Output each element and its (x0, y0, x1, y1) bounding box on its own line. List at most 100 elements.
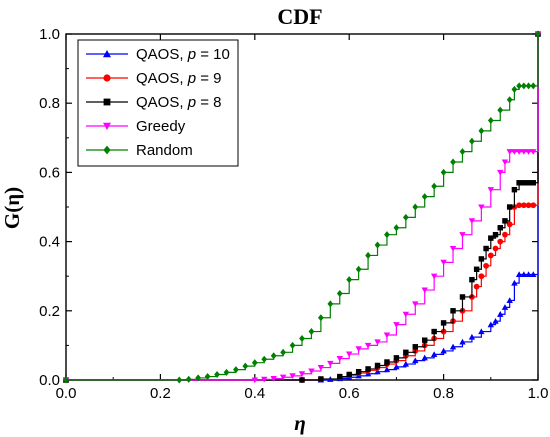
y-axis-label: G(η) (0, 187, 24, 229)
x-tick-label: 0.2 (150, 385, 171, 402)
data-point (308, 328, 315, 336)
data-point (337, 373, 343, 380)
data-point (525, 271, 532, 278)
data-point (384, 231, 390, 239)
data-point (530, 202, 537, 209)
data-point (327, 300, 334, 308)
data-point (365, 251, 371, 259)
data-point (525, 202, 532, 209)
data-point (506, 221, 513, 228)
series-3 (62, 31, 542, 384)
legend-label: QAOS, p = 10 (136, 46, 230, 63)
data-point (511, 85, 518, 93)
data-point (430, 351, 438, 357)
data-point (402, 311, 410, 318)
data-point (488, 235, 494, 241)
data-point (492, 245, 499, 252)
data-point (483, 262, 489, 269)
data-point (412, 301, 419, 308)
x-tick-label: 0.6 (339, 385, 360, 402)
data-point (516, 202, 522, 209)
y-tick-label: 0.6 (39, 164, 60, 181)
data-point (251, 377, 258, 384)
data-point (393, 322, 400, 328)
legend-marker (103, 50, 111, 58)
data-point (449, 245, 457, 252)
legend-label: Greedy (136, 118, 186, 135)
data-point (501, 304, 509, 310)
data-point (440, 347, 447, 354)
data-point (421, 193, 428, 201)
data-point (516, 180, 522, 186)
data-point (440, 320, 447, 326)
x-tick-label: 1.0 (528, 385, 549, 402)
data-point (502, 231, 508, 238)
data-point (403, 349, 409, 356)
data-point (431, 328, 437, 335)
data-point (502, 218, 508, 224)
data-point (364, 342, 372, 349)
data-point (506, 297, 513, 303)
data-point (497, 169, 504, 176)
data-point (327, 360, 334, 367)
data-point (469, 276, 475, 283)
y-tick-label: 0.4 (39, 234, 60, 251)
data-point (355, 346, 362, 353)
data-point (520, 82, 527, 90)
data-point (487, 187, 494, 193)
y-tick-label: 0.2 (39, 303, 60, 320)
data-point (242, 362, 249, 370)
series-lines (62, 30, 542, 384)
data-point (469, 137, 475, 145)
data-point (374, 339, 381, 346)
data-point (520, 202, 527, 209)
chart-title: CDF (277, 4, 322, 29)
data-point (270, 376, 277, 382)
data-point (530, 271, 537, 278)
data-point (195, 374, 202, 382)
data-point (530, 149, 537, 155)
legend-label: Random (136, 142, 193, 159)
data-point (487, 321, 494, 328)
data-point (355, 368, 362, 375)
data-point (412, 344, 418, 350)
data-point (468, 333, 476, 340)
data-point (497, 311, 504, 317)
data-point (506, 96, 513, 104)
data-point (280, 348, 286, 356)
data-point (440, 259, 447, 266)
data-point (473, 283, 480, 290)
data-point (223, 368, 230, 376)
data-point (459, 338, 466, 345)
data-point (478, 204, 485, 211)
data-point (530, 180, 536, 186)
data-point (289, 341, 296, 349)
data-point (511, 149, 518, 155)
data-point (402, 360, 410, 367)
data-point (374, 241, 381, 249)
x-axis-label: η (294, 411, 306, 435)
data-point (336, 289, 343, 298)
data-point (346, 276, 353, 284)
data-point (318, 314, 324, 322)
data-point (204, 373, 211, 381)
data-point (289, 373, 296, 380)
data-point (63, 376, 69, 384)
data-point (511, 186, 518, 193)
x-tick-label: 0.0 (56, 385, 77, 402)
data-point (459, 148, 466, 156)
data-point (525, 82, 532, 90)
data-point (487, 252, 494, 259)
data-point (421, 354, 428, 361)
data-point (346, 371, 352, 378)
data-point (515, 149, 523, 155)
y-tick-label: 1.0 (39, 26, 60, 43)
data-point (506, 204, 513, 210)
data-point (176, 376, 183, 384)
data-point (383, 332, 391, 339)
data-point (393, 363, 400, 370)
data-point (449, 343, 457, 350)
legend-marker (103, 98, 111, 106)
data-point (506, 149, 513, 155)
